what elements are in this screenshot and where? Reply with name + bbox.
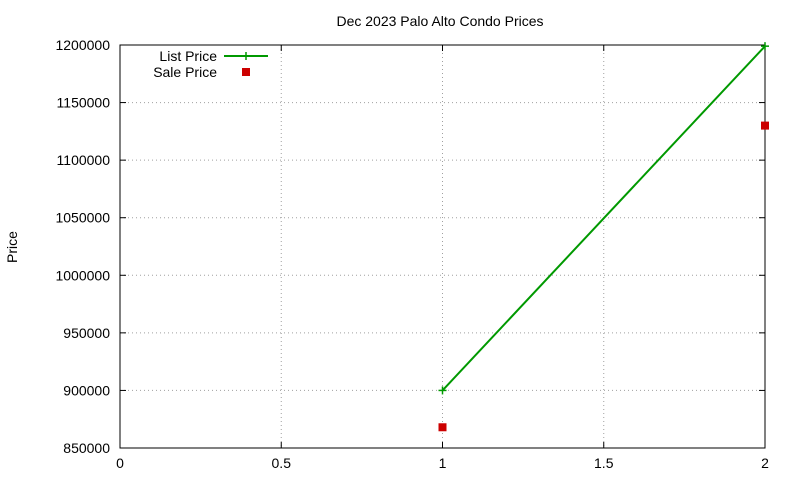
x-tick-label: 2 [761,455,769,471]
y-tick-label: 1150000 [57,95,111,111]
legend-marker [242,52,250,60]
y-tick-label: 1100000 [57,152,111,168]
y-tick-label: 1050000 [55,210,110,226]
chart-title: Dec 2023 Palo Alto Condo Prices [336,13,543,29]
x-tick-label: 1 [439,455,447,471]
y-tick-label: 1000000 [55,267,110,283]
legend-label: List Price [159,48,217,64]
y-axis-label: Price [4,231,20,263]
x-tick-label: 0.5 [272,455,292,471]
data-point [438,386,447,395]
x-tick-label: 0 [116,455,124,471]
series-1 [438,121,769,432]
y-tick-label: 1200000 [55,37,110,53]
series-0 [438,42,769,395]
data-point [438,423,447,432]
axis-ticks: 850000 900000 950000 1000000 1050000 1100000 1… [55,37,769,471]
y-tick-label: 900000 [63,382,110,398]
plot-frame [119,44,766,449]
legend-label: Sale Price [153,64,217,80]
data-point [761,42,769,51]
x-tick-label: 1.5 [594,455,614,471]
y-tick-label: 950000 [63,325,110,341]
legend-marker [242,68,250,76]
data-point [761,121,769,130]
series-line [441,45,766,392]
y-tick-label: 850000 [63,440,110,456]
series-layer [438,42,769,432]
